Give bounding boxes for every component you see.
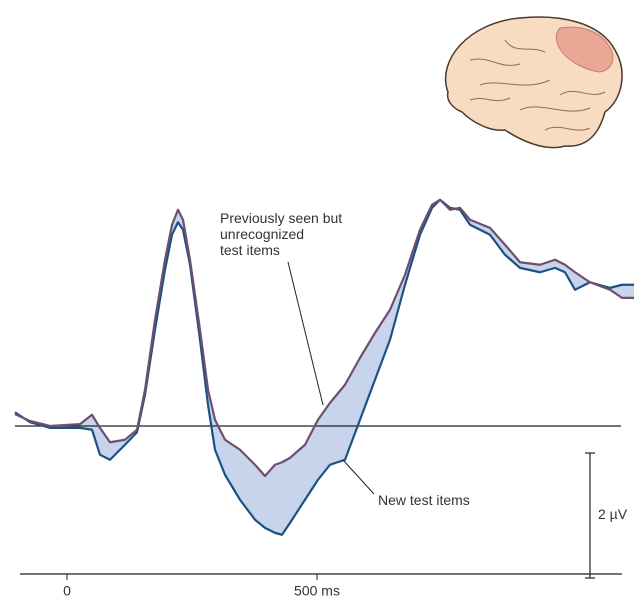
annotation-previously-seen: Previously seen but unrecognized test it…	[220, 210, 343, 258]
scale-bar-label: 2 µV	[598, 506, 628, 522]
x-tick-label: 0	[63, 583, 71, 599]
x-tick-label: 500 ms	[294, 583, 340, 599]
difference-area	[15, 199, 634, 535]
brain-illustration	[444, 16, 623, 149]
leader-line	[287, 261, 324, 406]
brain-folds	[469, 39, 606, 131]
series-line	[14, 198, 634, 478]
leader-line	[342, 459, 375, 495]
annotation-new-items: New test items	[378, 492, 470, 508]
brain-highlight	[555, 26, 614, 73]
